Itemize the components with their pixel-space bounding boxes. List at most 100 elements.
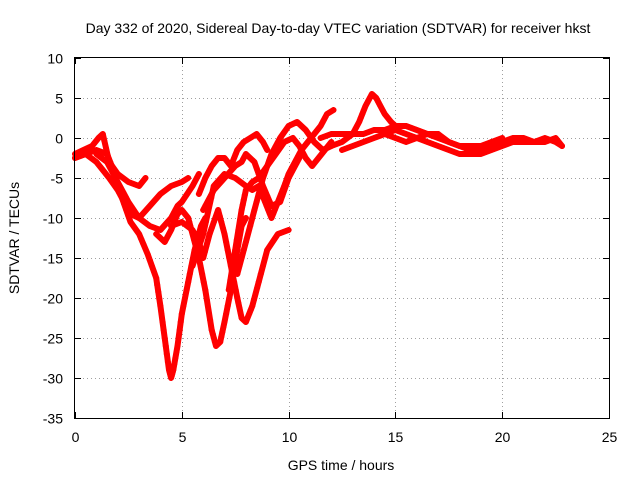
data-point — [279, 193, 286, 199]
data-point — [206, 231, 213, 237]
data-point — [80, 152, 86, 158]
data-point — [144, 251, 151, 257]
data-point — [216, 340, 223, 346]
data-point — [208, 225, 215, 231]
data-point — [349, 143, 356, 149]
data-point — [157, 227, 164, 233]
data-point — [408, 137, 415, 143]
data-point — [453, 142, 460, 148]
data-point — [359, 111, 366, 117]
data-point — [356, 119, 363, 125]
data-point — [200, 179, 207, 185]
data-point — [142, 246, 149, 252]
data-point — [233, 237, 240, 243]
data-point — [229, 267, 235, 273]
data-point — [197, 239, 204, 245]
data-point — [172, 355, 179, 361]
data-point — [170, 367, 177, 373]
data-point — [272, 235, 279, 241]
data-point — [170, 182, 177, 188]
data-point — [185, 215, 192, 221]
data-point — [182, 295, 188, 301]
data-point — [125, 199, 132, 205]
data-point — [180, 303, 187, 309]
data-point — [271, 207, 278, 213]
plot-frame — [74, 57, 610, 419]
series-track-10-markers — [195, 131, 271, 197]
data-point — [125, 213, 132, 219]
data-point — [242, 319, 249, 325]
series-layer — [72, 91, 565, 381]
data-point — [144, 206, 151, 212]
data-point — [328, 143, 335, 149]
data-point — [130, 207, 137, 213]
data-point — [238, 255, 245, 261]
data-point — [483, 145, 490, 151]
data-point — [177, 208, 184, 214]
data-point — [164, 359, 171, 365]
data-point — [156, 296, 163, 302]
data-point — [254, 285, 261, 291]
data-point — [416, 128, 423, 134]
data-point — [220, 324, 227, 330]
data-point — [125, 179, 132, 185]
data-point — [244, 315, 251, 321]
data-point — [445, 147, 452, 153]
data-point — [265, 207, 272, 213]
series-track-6-markers — [168, 207, 292, 325]
data-point — [459, 144, 466, 150]
data-point — [227, 277, 234, 283]
data-point — [461, 145, 468, 151]
data-point — [221, 175, 228, 181]
data-point — [443, 146, 450, 152]
data-point — [232, 151, 239, 157]
data-point — [260, 175, 266, 181]
data-point — [210, 219, 217, 225]
x-tick-label: 0 — [72, 429, 80, 445]
data-point — [133, 211, 140, 217]
series-track-4-markers — [93, 151, 202, 233]
data-point — [397, 137, 404, 143]
data-point — [160, 224, 167, 230]
data-point — [227, 163, 234, 169]
data-point — [209, 331, 216, 337]
data-point — [155, 289, 162, 295]
data-point — [234, 295, 241, 301]
data-point — [210, 335, 217, 341]
data-point — [185, 175, 192, 181]
data-point — [264, 163, 271, 169]
data-point — [200, 279, 207, 285]
y-tick-label: -30 — [43, 371, 63, 387]
data-point — [541, 139, 548, 145]
data-point — [249, 303, 256, 309]
data-point — [216, 181, 223, 187]
data-point — [403, 139, 410, 145]
data-point — [195, 171, 202, 177]
data-point — [104, 159, 110, 165]
data-point — [176, 327, 183, 333]
data-point — [240, 197, 247, 203]
data-point — [347, 144, 353, 150]
data-point — [389, 128, 396, 134]
data-point — [207, 317, 214, 323]
data-point — [224, 303, 231, 309]
data-point — [357, 115, 364, 121]
data-point — [177, 200, 184, 206]
data-point — [411, 136, 418, 142]
data-point — [141, 209, 148, 215]
data-point — [175, 335, 182, 341]
data-point — [262, 188, 269, 194]
data-point — [317, 135, 324, 141]
data-point — [205, 307, 212, 313]
data-point — [373, 134, 380, 140]
data-point — [203, 243, 210, 249]
data-point — [236, 305, 243, 311]
x-tick-label: 5 — [179, 429, 187, 445]
data-point — [85, 150, 92, 156]
data-point — [507, 136, 514, 142]
data-point — [224, 172, 231, 178]
data-point — [523, 136, 530, 142]
data-point — [274, 139, 281, 145]
data-point — [202, 219, 209, 225]
